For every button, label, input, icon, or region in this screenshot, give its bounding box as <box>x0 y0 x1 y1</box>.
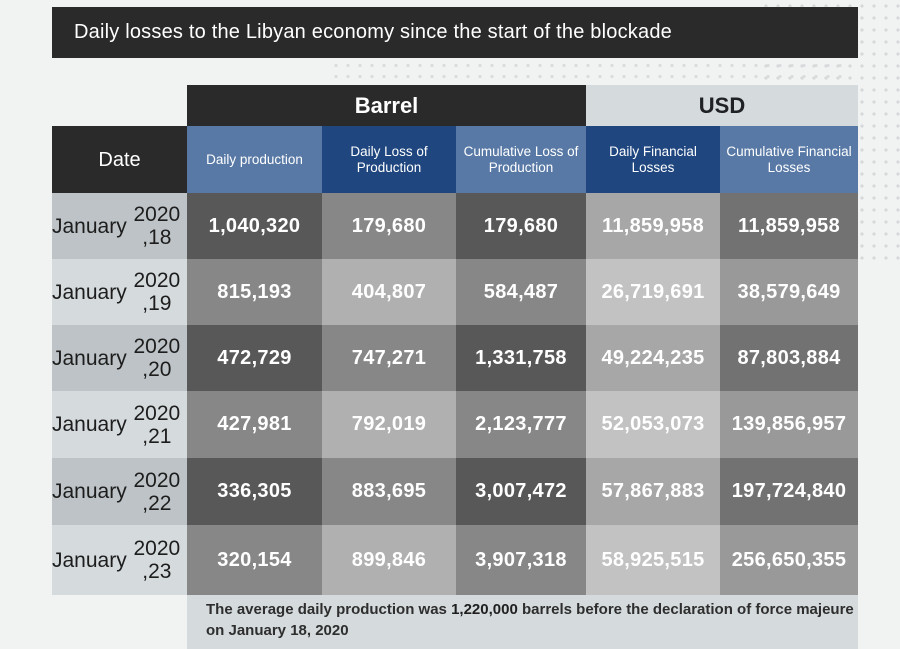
cell-daily-production: 427,981 <box>187 391 322 458</box>
column-header-daily-financial-losses: Daily Financial Losses <box>586 126 720 193</box>
group-header-barrel: Barrel <box>187 85 586 126</box>
cell-daily-production: 815,193 <box>187 259 322 325</box>
date-month: January <box>52 214 127 238</box>
date-cell: January 2020 ,21 <box>52 391 187 458</box>
table-row: January 2020 ,19 815,193 404,807 584,487 26,7… <box>52 259 858 325</box>
column-header-daily-loss: Daily Loss of Production <box>322 126 456 193</box>
date-year-day: 2020 ,18 <box>133 203 181 249</box>
cell-daily-production: 1,040,320 <box>187 193 322 259</box>
date-cell: January 2020 ,19 <box>52 259 187 325</box>
cell-daily-financial: 11,859,958 <box>586 193 720 259</box>
cell-daily-financial: 52,053,073 <box>586 391 720 458</box>
cell-daily-production: 320,154 <box>187 525 322 595</box>
date-year-day: 2020 ,22 <box>133 468 181 515</box>
cell-cumulative-financial: 87,803,884 <box>720 325 858 391</box>
cell-cumulative-loss: 584,487 <box>456 259 586 325</box>
date-month: January <box>52 280 127 304</box>
date-month: January <box>52 480 127 503</box>
cell-daily-financial: 26,719,691 <box>586 259 720 325</box>
table-row: January 2020 ,22 336,305 883,695 3,007,472 57… <box>52 458 858 525</box>
cell-cumulative-financial: 256,650,355 <box>720 525 858 595</box>
date-year-day: 2020 ,20 <box>133 335 181 381</box>
column-header-daily-production: Daily production <box>187 126 322 193</box>
date-year-day: 2020 ,21 <box>133 401 181 448</box>
cell-cumulative-loss: 3,007,472 <box>456 458 586 525</box>
date-month: January <box>52 413 127 436</box>
date-cell: January 2020 ,22 <box>52 458 187 525</box>
cell-cumulative-financial: 38,579,649 <box>720 259 858 325</box>
footnote-highlight: 1,220,000 <box>451 601 518 618</box>
cell-cumulative-loss: 1,331,758 <box>456 325 586 391</box>
date-month: January <box>52 346 127 370</box>
cell-daily-production: 472,729 <box>187 325 322 391</box>
page-title: Daily losses to the Libyan economy since… <box>52 7 858 58</box>
column-header-date: Date <box>52 126 187 193</box>
cell-daily-loss: 899,846 <box>322 525 456 595</box>
table-row: January 2020 ,23 320,154 899,846 3,907,318 58… <box>52 525 858 595</box>
date-cell: January 2020 ,18 <box>52 193 187 259</box>
cell-daily-loss: 883,695 <box>322 458 456 525</box>
date-cell: January 2020 ,20 <box>52 325 187 391</box>
footnote-text-end: barrels before the declaration of force … <box>206 601 854 639</box>
cell-daily-production: 336,305 <box>187 458 322 525</box>
cell-cumulative-loss: 2,123,777 <box>456 391 586 458</box>
date-year-day: 2020 ,19 <box>133 269 181 315</box>
cell-daily-loss: 404,807 <box>322 259 456 325</box>
cell-daily-financial: 49,224,235 <box>586 325 720 391</box>
date-month: January <box>52 548 127 572</box>
date-year-day: 2020 ,23 <box>133 537 181 583</box>
footnote: The average daily production was 1,220,0… <box>187 595 858 649</box>
cell-cumulative-financial: 11,859,958 <box>720 193 858 259</box>
decorative-dot-band <box>330 60 850 82</box>
cell-daily-loss: 792,019 <box>322 391 456 458</box>
cell-daily-financial: 57,867,883 <box>586 458 720 525</box>
cell-cumulative-financial: 197,724,840 <box>720 458 858 525</box>
table-row: January 2020 ,20 472,729 747,271 1,331,758 49… <box>52 325 858 391</box>
cell-daily-loss: 179,680 <box>322 193 456 259</box>
date-cell: January 2020 ,23 <box>52 525 187 595</box>
footnote-text-start: The average daily production was <box>206 601 452 618</box>
group-header-usd: USD <box>586 85 858 126</box>
table-row: January 2020 ,18 1,040,320 179,680 179,680 11… <box>52 193 858 259</box>
cell-cumulative-loss: 179,680 <box>456 193 586 259</box>
cell-cumulative-loss: 3,907,318 <box>456 525 586 595</box>
column-header-cumulative-financial-losses: Cumulative Financial Losses <box>720 126 858 193</box>
column-header-cumulative-loss: Cumulative Loss of Production <box>456 126 586 193</box>
cell-daily-loss: 747,271 <box>322 325 456 391</box>
cell-daily-financial: 58,925,515 <box>586 525 720 595</box>
cell-cumulative-financial: 139,856,957 <box>720 391 858 458</box>
table-row: January 2020 ,21 427,981 792,019 2,123,777 52… <box>52 391 858 458</box>
